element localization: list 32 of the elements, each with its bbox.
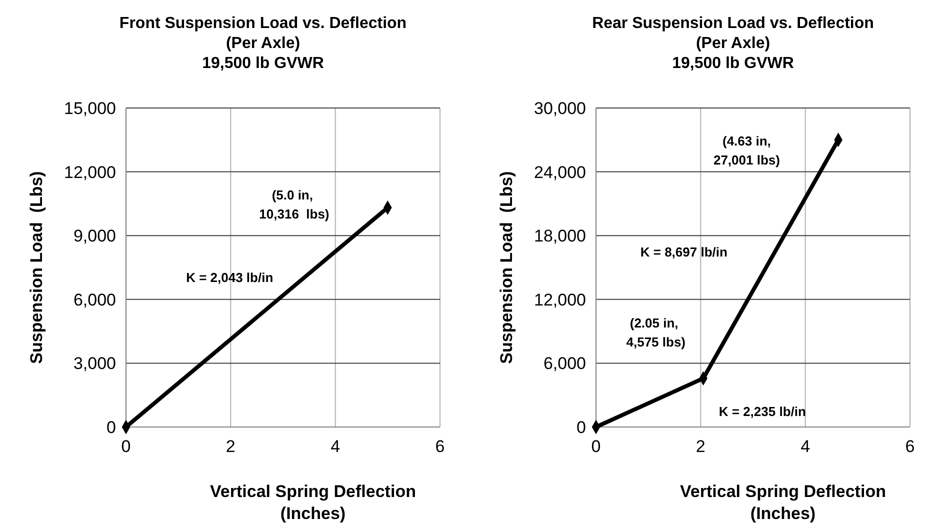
- annotation: (2.05 in, 4,575 lbs): [622, 315, 686, 350]
- x-tick-label: 4: [800, 437, 810, 456]
- x-tick-label: 6: [435, 437, 445, 456]
- annotation: (4.63 in, 27,001 lbs): [713, 133, 780, 168]
- y-tick-label: 3,000: [73, 354, 116, 374]
- annotation: K = 2,235 lb/in: [718, 404, 806, 420]
- y-tick-label: 15,000: [64, 99, 116, 118]
- x-tick-label: 2: [226, 437, 236, 456]
- x-tick-label: 0: [121, 437, 131, 456]
- x-tick-label: 0: [591, 437, 601, 456]
- x-tick-label: 6: [905, 437, 915, 456]
- x-axis-title: Vertical Spring Deflection (Inches): [210, 482, 416, 523]
- chart-title: Front Suspension Load vs. Deflection (Per Axle) 19,500 lb GVWR: [119, 15, 407, 72]
- y-tick-label: 6,000: [543, 354, 586, 374]
- x-axis-title: Vertical Spring Deflection (Inches): [680, 482, 886, 523]
- x-tick-label: 2: [696, 437, 706, 456]
- y-tick-label: 0: [106, 418, 116, 437]
- y-tick-label: 9,000: [73, 226, 116, 246]
- chart-title: Rear Suspension Load vs. Deflection (Per Axle) 19,500 lb GVWR: [592, 15, 874, 72]
- y-axis-title: Suspension Load (Lbs): [497, 171, 516, 364]
- y-tick-label: 6,000: [73, 290, 116, 310]
- x-tick-label: 4: [330, 437, 340, 456]
- annotation: (5.0 in, 10,316 lbs): [256, 188, 330, 222]
- y-tick-label: 24,000: [534, 162, 586, 182]
- y-tick-label: 12,000: [534, 290, 586, 310]
- annotation: K = 8,697 lb/in: [640, 244, 728, 260]
- y-axis-title: Suspension Load (Lbs): [27, 171, 46, 364]
- y-tick-label: 30,000: [534, 99, 586, 118]
- y-tick-label: 12,000: [64, 162, 116, 182]
- y-tick-label: 0: [576, 418, 586, 437]
- annotation: K = 2,043 lb/in: [186, 270, 274, 286]
- y-tick-label: 18,000: [534, 226, 586, 246]
